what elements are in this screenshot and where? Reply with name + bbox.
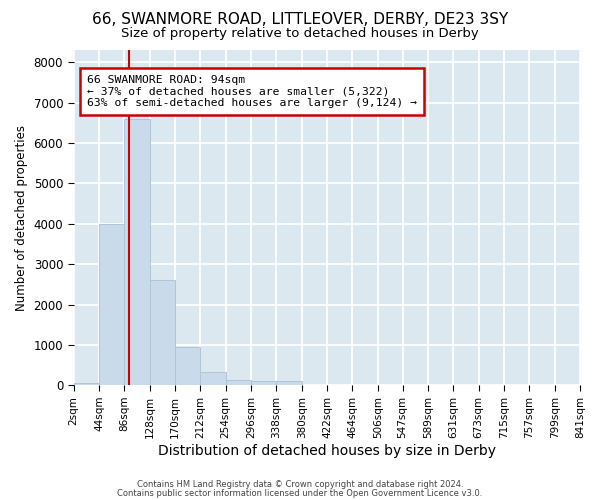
Bar xyxy=(251,382,277,386)
Bar xyxy=(149,280,175,386)
X-axis label: Distribution of detached houses by size in Derby: Distribution of detached houses by size … xyxy=(158,444,496,458)
Text: 66, SWANMORE ROAD, LITTLEOVER, DERBY, DE23 3SY: 66, SWANMORE ROAD, LITTLEOVER, DERBY, DE… xyxy=(92,12,508,28)
Bar xyxy=(175,347,200,386)
Text: 66 SWANMORE ROAD: 94sqm
← 37% of detached houses are smaller (5,322)
63% of semi: 66 SWANMORE ROAD: 94sqm ← 37% of detache… xyxy=(87,75,417,108)
Text: Contains public sector information licensed under the Open Government Licence v3: Contains public sector information licen… xyxy=(118,489,482,498)
Text: Size of property relative to detached houses in Derby: Size of property relative to detached ho… xyxy=(121,28,479,40)
Text: Contains HM Land Registry data © Crown copyright and database right 2024.: Contains HM Land Registry data © Crown c… xyxy=(137,480,463,489)
Bar xyxy=(277,382,302,386)
Bar xyxy=(124,118,149,386)
Bar xyxy=(200,372,226,386)
Y-axis label: Number of detached properties: Number of detached properties xyxy=(15,124,28,310)
Bar xyxy=(74,382,99,386)
Bar xyxy=(226,380,251,386)
Bar xyxy=(99,224,124,386)
